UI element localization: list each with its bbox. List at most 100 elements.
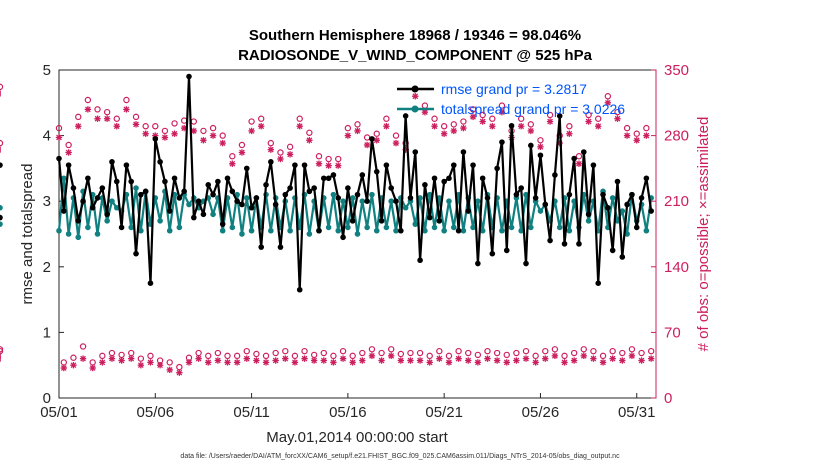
obs-possible-point — [551, 346, 559, 353]
obs-assimilated-stroke — [359, 357, 366, 364]
totalspread-point — [85, 224, 91, 231]
rmse-point — [638, 195, 645, 201]
series-totalspread — [0, 175, 654, 241]
obs-assimilated-stroke — [580, 352, 587, 359]
totalspread-point — [450, 224, 457, 231]
obs-assimilated-stroke — [397, 357, 404, 364]
obs-assimilated-point — [585, 118, 592, 125]
obs-possible-point — [224, 352, 231, 360]
obs-assimilated-point — [412, 93, 419, 100]
obs-possible-point — [392, 132, 400, 139]
obs-assimilated-stroke — [648, 355, 655, 362]
obs-assimilated-point — [623, 132, 631, 139]
legend-rmse-label: rmse grand pr = 3.2817 — [441, 81, 587, 97]
y-right-tick-label: 70 — [664, 324, 681, 341]
obs-assimilated-point — [537, 143, 544, 151]
obs-assimilated-stroke — [219, 140, 226, 146]
obs-possible-point — [0, 347, 4, 355]
obs-assimilated-stroke — [171, 130, 178, 137]
totalspread-point — [523, 191, 529, 198]
obs-assimilated-point — [363, 141, 371, 149]
obs-assimilated-stroke — [624, 132, 630, 139]
obs-assimilated-stroke — [600, 359, 606, 366]
rmse-point — [499, 139, 505, 145]
obs-assimilated-stroke — [292, 359, 298, 366]
obs-possible-point — [253, 350, 260, 358]
y-right-tick-label: 280 — [664, 128, 689, 145]
legend-rmse-marker — [411, 85, 419, 93]
obs-possible-point — [325, 155, 332, 163]
obs-possible-point — [310, 351, 318, 359]
totalspread-point — [56, 227, 62, 234]
totalspread-point — [61, 175, 67, 182]
obs-assimilated-point — [522, 355, 530, 362]
legend-spread-label: totalspread grand pr = 3.0226 — [441, 101, 625, 117]
obs-assimilated-point — [190, 127, 198, 135]
obs-assimilated-point — [440, 130, 448, 137]
obs-possible-point — [344, 124, 352, 132]
rmse-point — [450, 162, 457, 168]
obs-possible-point — [484, 347, 491, 355]
obs-assimilated-stroke — [542, 355, 549, 362]
rmse-point — [609, 247, 616, 254]
obs-possible-point — [585, 111, 592, 119]
obs-assimilated-point — [460, 124, 467, 132]
obs-assimilated-stroke — [566, 130, 573, 137]
obs-assimilated-stroke — [431, 123, 438, 130]
x-tick-label: 05/11 — [233, 404, 269, 421]
obs-assimilated-point — [161, 134, 169, 141]
obs-possible-point — [301, 347, 308, 355]
totalspread-point — [133, 185, 139, 191]
totalspread-point — [166, 227, 173, 234]
obs-possible-point — [291, 352, 299, 360]
obs-assimilated-stroke — [325, 162, 332, 169]
totalspread-point — [65, 231, 72, 237]
obs-possible-point — [349, 352, 356, 360]
totalspread-point — [243, 195, 250, 201]
y-axis-left-label: rmse and totalspread — [19, 164, 36, 305]
totalspread-point — [499, 227, 505, 234]
obs-assimilated-stroke — [162, 134, 168, 141]
obs-possible-point — [330, 352, 337, 360]
obs-assimilated-stroke — [234, 359, 240, 366]
obs-assimilated-stroke — [460, 125, 467, 131]
obs-assimilated-point — [137, 362, 145, 369]
obs-assimilated-stroke — [282, 355, 289, 362]
obs-possible-point — [219, 132, 226, 139]
obs-possible-point — [561, 352, 568, 360]
obs-assimilated-stroke — [609, 355, 616, 362]
rmse-point — [224, 175, 231, 182]
rmse-point — [104, 211, 110, 218]
totalspread-point — [383, 224, 390, 231]
obs-assimilated-point — [195, 355, 202, 362]
rmse-point — [393, 198, 399, 204]
obs-assimilated-point — [286, 151, 294, 158]
obs-assimilated-stroke — [104, 115, 111, 122]
rmse-point — [580, 149, 587, 155]
obs-assimilated-stroke — [263, 359, 269, 366]
obs-assimilated-point — [383, 123, 390, 130]
obs-possible-point — [522, 347, 530, 355]
obs-assimilated-point — [595, 123, 602, 130]
legend-spread-marker — [411, 105, 419, 113]
obs-assimilated-point — [339, 355, 347, 362]
obs-possible-point — [258, 115, 265, 122]
obs-possible-point — [94, 106, 101, 113]
totalspread-point — [441, 227, 447, 234]
rmse-point — [446, 175, 452, 182]
rmse-point — [648, 208, 654, 214]
obs-assimilated-stroke — [484, 355, 491, 362]
obs-assimilated-stroke — [190, 128, 197, 134]
obs-assimilated-stroke — [147, 359, 154, 366]
rmse-point — [494, 165, 500, 172]
obs-assimilated-point — [306, 137, 313, 144]
obs-possible-point — [416, 349, 424, 357]
obs-possible-point — [267, 139, 275, 147]
rmse-point — [147, 280, 154, 287]
obs-possible-point — [469, 106, 477, 113]
obs-assimilated-point — [397, 357, 405, 364]
totalspread-point — [508, 224, 515, 231]
obs-assimilated-point — [166, 366, 173, 374]
obs-assimilated-point — [209, 132, 217, 139]
rmse-point — [195, 198, 202, 204]
